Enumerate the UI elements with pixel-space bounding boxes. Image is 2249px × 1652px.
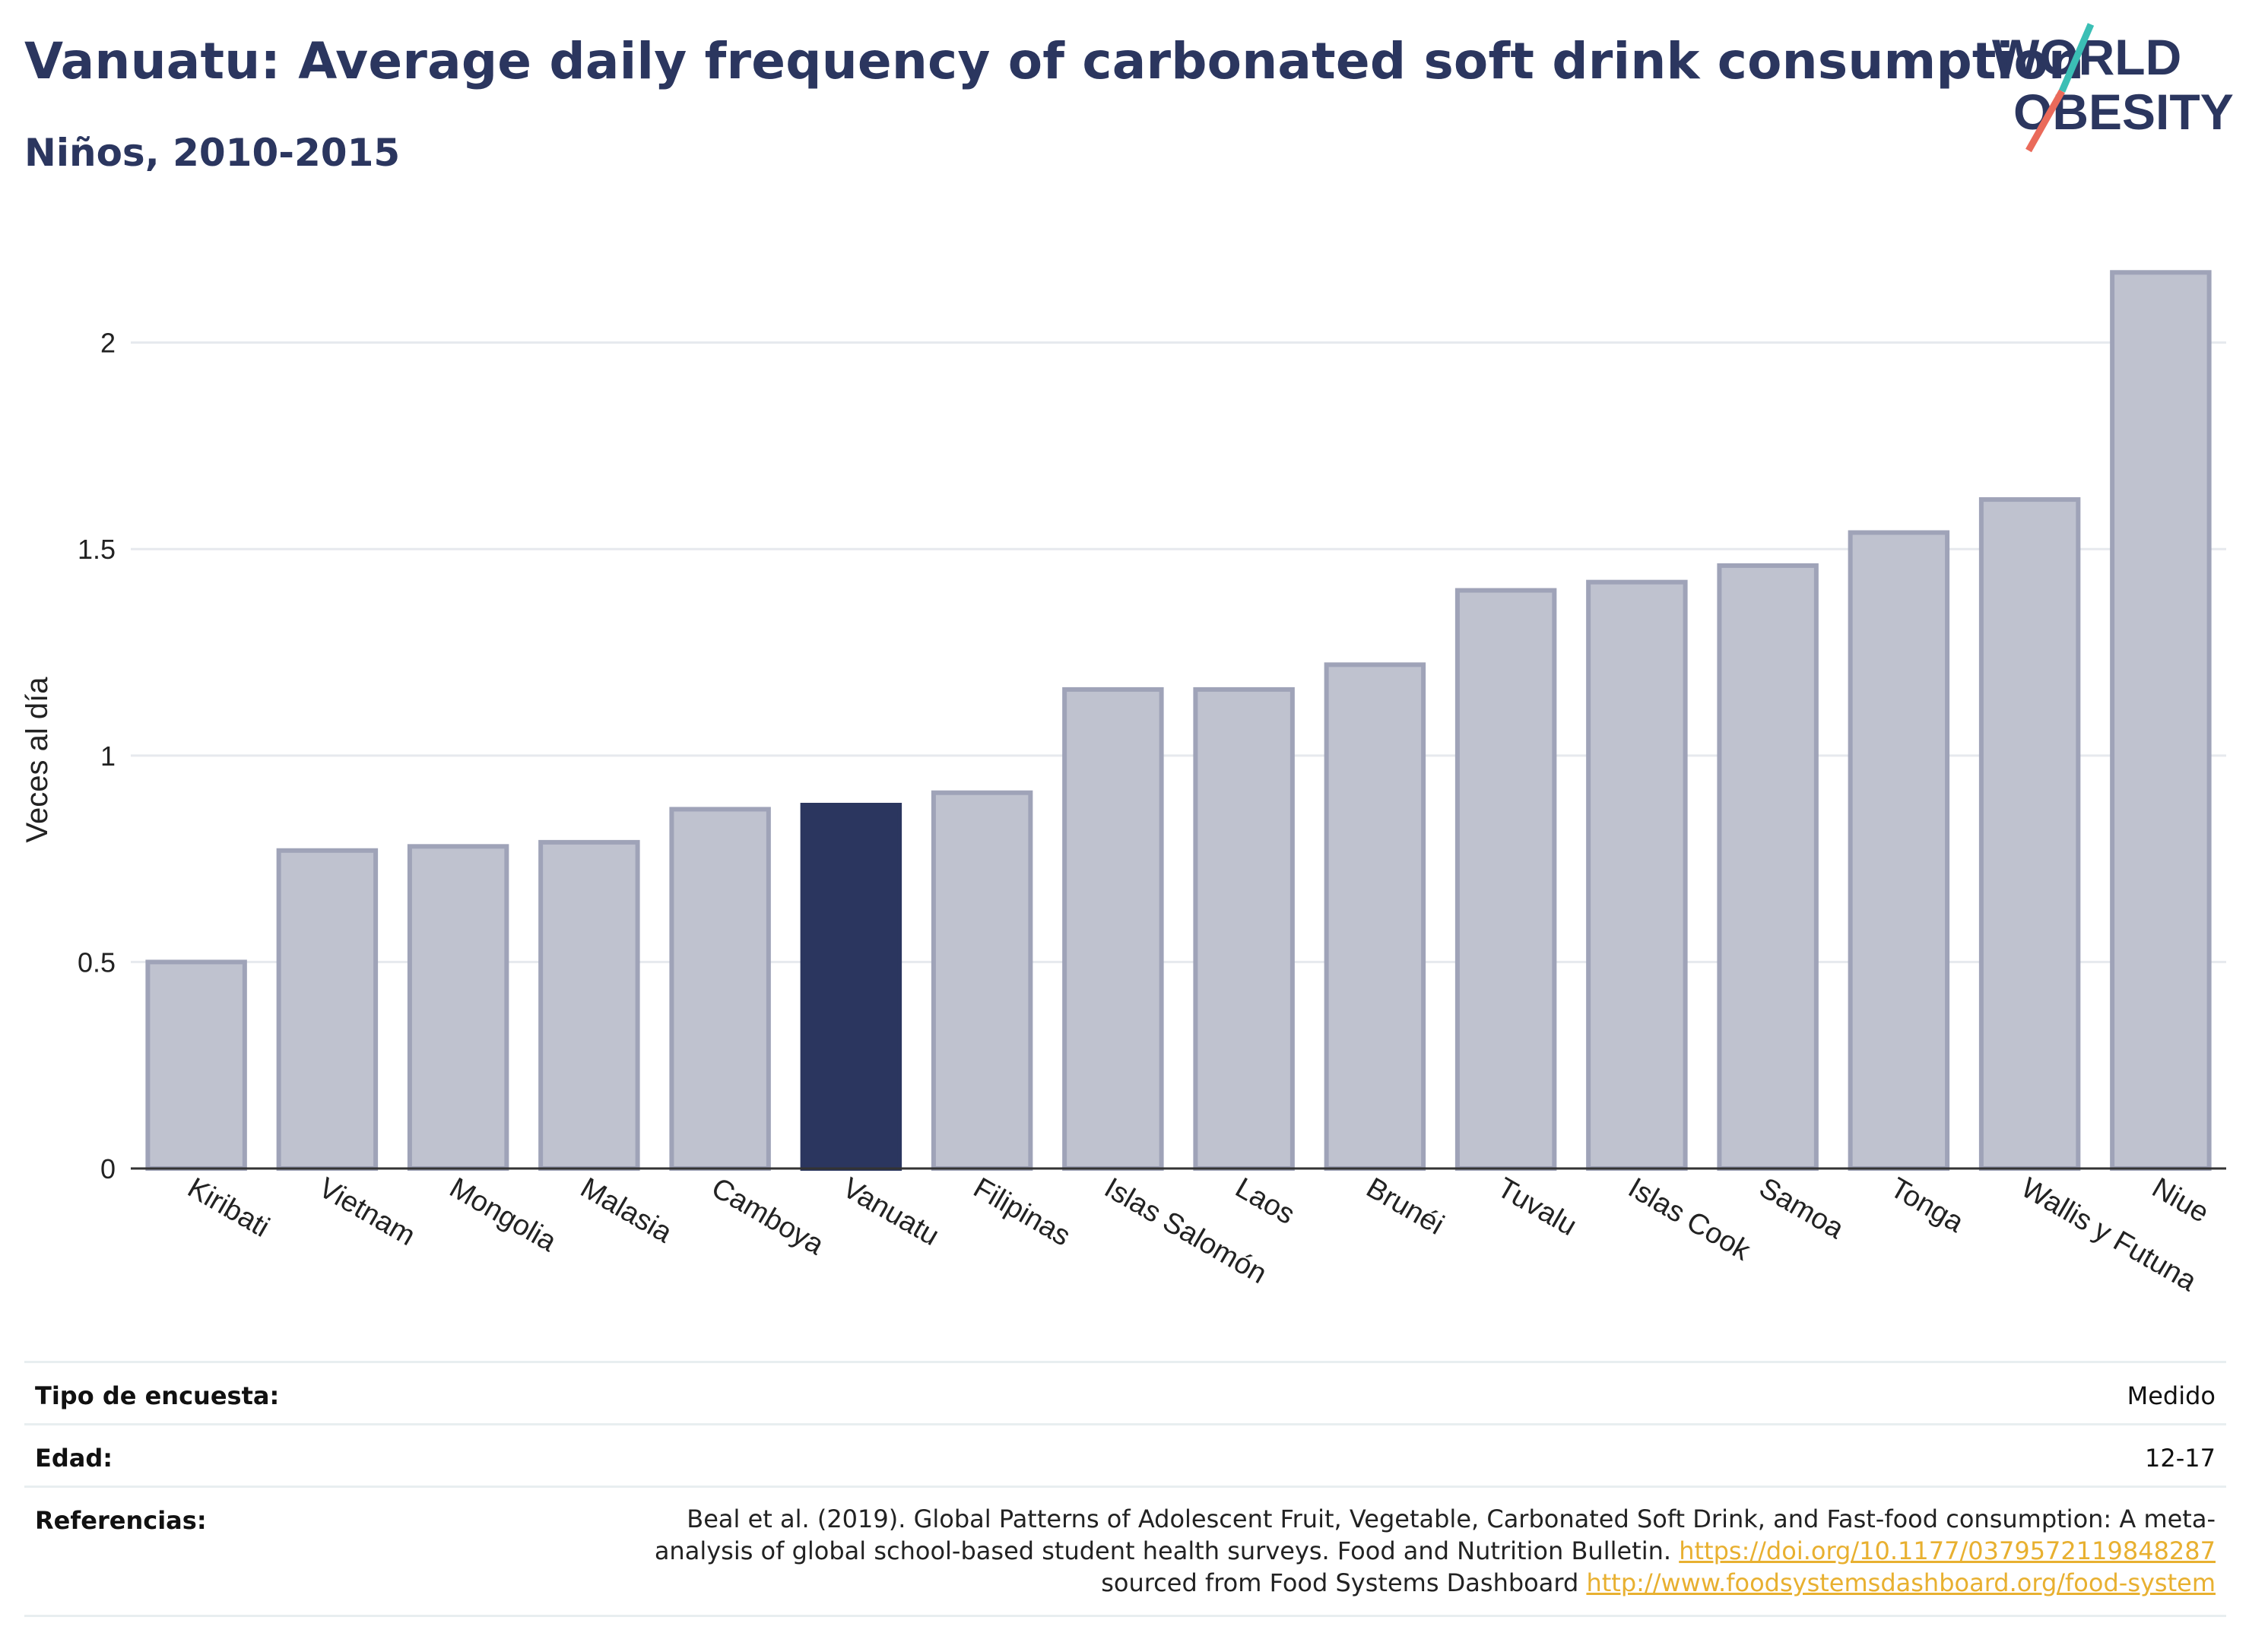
reference-source: sourced from Food Systems Dashboard [1101, 1568, 1587, 1597]
x-tick-label: Tonga [1885, 1172, 1969, 1239]
y-tick-label: 2 [100, 328, 116, 359]
table-bottom-border [24, 1615, 2226, 1617]
x-tick-label: Camboya [706, 1172, 830, 1261]
bar-malasia [538, 839, 640, 1171]
bar-samoa [1717, 563, 1819, 1171]
age-label: Edad: [35, 1444, 113, 1473]
bar-niue [2110, 270, 2212, 1172]
y-tick-label: 0.5 [78, 946, 116, 978]
logo-slash-teal [2058, 23, 2095, 93]
doi-link[interactable]: https://doi.org/10.1177/0379572119848287 [1679, 1536, 2216, 1565]
bar-filipinas [931, 790, 1033, 1172]
y-tick-label: 1.5 [78, 534, 116, 565]
x-tick-label: Mongolia [444, 1172, 562, 1258]
bar-mongolia [407, 844, 509, 1172]
bar-islas-cook [1586, 579, 1688, 1171]
x-tick-label: Tuvalu [1492, 1172, 1582, 1242]
bar-islas-salomón [1062, 686, 1164, 1171]
y-tick-label: 1 [100, 740, 116, 772]
bars [145, 270, 2212, 1172]
bar-camboya [669, 807, 771, 1171]
x-tick-label: Kiribati [182, 1172, 275, 1243]
bar-vietnam [276, 848, 379, 1171]
x-tick-labels: Kiribati Vietnam Mongolia Malasia Camboya Van… [182, 1172, 2214, 1298]
bar-wallis-y-futuna [1978, 497, 2081, 1171]
y-tick-label: 0 [100, 1153, 116, 1184]
y-tick-labels: 0 0.5 1 1.5 2 [78, 328, 116, 1184]
bar-brunéi [1324, 662, 1426, 1171]
x-tick-label: Islas Cook [1623, 1172, 1756, 1267]
reference-citation: Beal et al. (2019). Global Patterns of A… [654, 1505, 2216, 1565]
survey-value: Medido [2127, 1381, 2216, 1410]
chart-subtitle: Niños, 2010-2015 [24, 131, 401, 175]
x-tick-label: Laos [1230, 1172, 1300, 1231]
metadata-table: Tipo de encuesta: Medido Edad: 12-17 Ref… [24, 1361, 2226, 1619]
survey-label: Tipo de encuesta: [35, 1381, 280, 1410]
food-systems-link[interactable]: http://www.foodsystemsdashboard.org/food… [1586, 1568, 2216, 1597]
x-tick-label: Filipinas [968, 1172, 1076, 1252]
x-tick-label: Malasia [575, 1172, 677, 1249]
age-row: Edad: 12-17 [24, 1423, 2226, 1488]
x-tick-label: Niue [2146, 1172, 2214, 1229]
chart-title: Vanuatu: Average daily frequency of carb… [24, 32, 2085, 90]
references-text: Beal et al. (2019). Global Patterns of A… [604, 1503, 2216, 1599]
x-tick-label: Vanuatu [837, 1172, 944, 1252]
bar-chart: 0 0.5 1 1.5 2 Kiribati Vietnam Mongolia Malasia… [21, 270, 2226, 1298]
world-obesity-logo: WORLD OBESITY [1992, 23, 2234, 153]
y-axis-label: Veces al día [21, 677, 54, 843]
bar-kiribati [145, 959, 247, 1171]
bar-tonga [1848, 530, 1950, 1171]
bar-tuvalu [1454, 588, 1557, 1171]
bar-laos [1193, 686, 1295, 1171]
x-tick-label: Brunéi [1361, 1172, 1449, 1241]
x-tick-label: Samoa [1754, 1172, 1850, 1245]
references-label: Referencias: [35, 1506, 207, 1535]
age-value: 12-17 [2145, 1444, 2216, 1473]
bar-vanuatu [800, 803, 902, 1171]
logo-slash-coral [2025, 89, 2065, 153]
survey-row: Tipo de encuesta: Medido [24, 1361, 2226, 1425]
x-tick-label: Vietnam [313, 1172, 420, 1252]
references-row: Referencias: Beal et al. (2019). Global … [24, 1486, 2226, 1617]
